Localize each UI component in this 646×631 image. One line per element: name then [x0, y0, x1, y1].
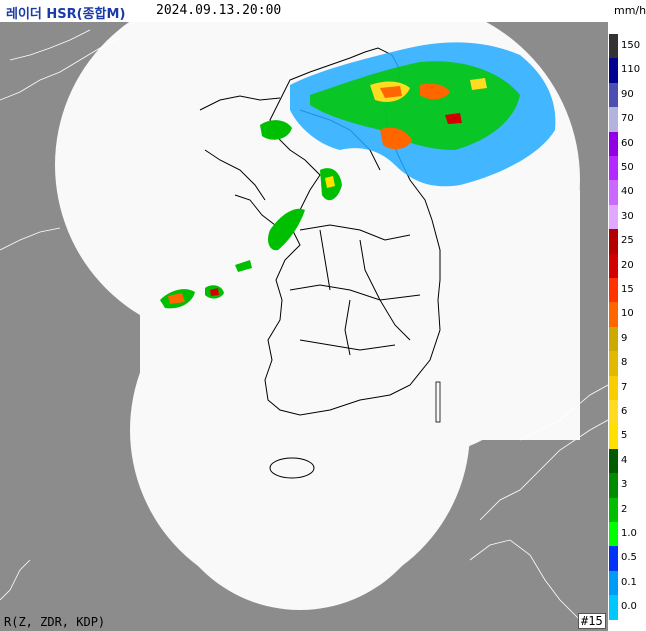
east-islands: [435, 381, 441, 423]
legend-swatch: [609, 253, 618, 279]
legend-swatch: [609, 595, 618, 621]
radar-map: [0, 22, 608, 631]
legend-label: 70: [621, 113, 634, 125]
legend-label: 2: [621, 503, 628, 515]
legend-swatch: [609, 546, 618, 572]
legend-swatch: [609, 204, 618, 230]
legend-label: 0.5: [621, 552, 637, 564]
legend-swatch: [609, 375, 618, 401]
legend-swatch: [609, 473, 618, 499]
legend-swatch: [609, 424, 618, 450]
legend-swatch: [609, 156, 618, 181]
legend-label: 10: [621, 308, 634, 320]
legend-swatch: [609, 302, 618, 328]
legend-label: 15: [621, 284, 634, 295]
legend-label: 25: [621, 235, 634, 247]
legend-label: 5: [621, 430, 628, 442]
legend-label: 1.0: [621, 528, 637, 539]
map-title: 레이더 HSR(종합M): [6, 7, 126, 22]
legend-swatch: [609, 180, 618, 206]
legend-label: 30: [621, 210, 634, 222]
precipitation-echoes: [160, 42, 556, 309]
legend-swatch: [609, 522, 618, 547]
map-canvas: [0, 22, 608, 621]
legend-swatch: [609, 58, 618, 84]
legend-swatch: [609, 570, 618, 596]
legend-label: 9: [621, 332, 628, 344]
legend-label: 90: [621, 88, 634, 100]
legend-label: 20: [621, 259, 634, 271]
legend-label: 50: [621, 162, 634, 173]
legend-label: 150: [621, 40, 641, 51]
legend-label: 7: [621, 381, 628, 393]
legend-label: 4: [621, 454, 628, 466]
legend-swatch: [609, 82, 618, 108]
legend-swatch: [609, 229, 618, 255]
legend-swatch: [609, 34, 618, 59]
legend-label: 3: [621, 479, 628, 491]
legend-label: 0.0: [621, 601, 637, 613]
timestamp-label: 2024.09.13.20:00: [156, 3, 282, 18]
precipitation-legend: 150 110 90 70 60 50 40 30 25 20 15 10 9 8 7 6 5 4 3 2 1.0 0.5…: [609, 22, 646, 631]
legend-label: 110: [621, 64, 641, 76]
legend-label: 8: [621, 357, 628, 369]
legend-swatch: [609, 131, 618, 157]
legend-swatch: [609, 107, 618, 133]
legend-swatch: [609, 326, 618, 352]
legend-swatch: [609, 400, 618, 425]
legend-label: 40: [621, 186, 634, 198]
unit-label: mm/h: [614, 4, 646, 17]
legend-label: 60: [621, 137, 634, 149]
legend-swatch: [609, 351, 618, 377]
frame-number-label: #15: [578, 613, 606, 629]
legend-label: 6: [621, 406, 628, 417]
legend-label: 0.1: [621, 576, 637, 588]
legend-swatch: [609, 278, 618, 303]
legend-swatch: [609, 497, 618, 523]
outside-coastlines: [0, 29, 608, 621]
jeju-island: [269, 457, 315, 479]
header-bar: 레이더 HSR(종합M) 2024.09.13.20:00 mm/h: [0, 0, 646, 22]
legend-swatch: [609, 448, 618, 474]
radar-variables-label: R(Z, ZDR, KDP): [4, 615, 106, 629]
